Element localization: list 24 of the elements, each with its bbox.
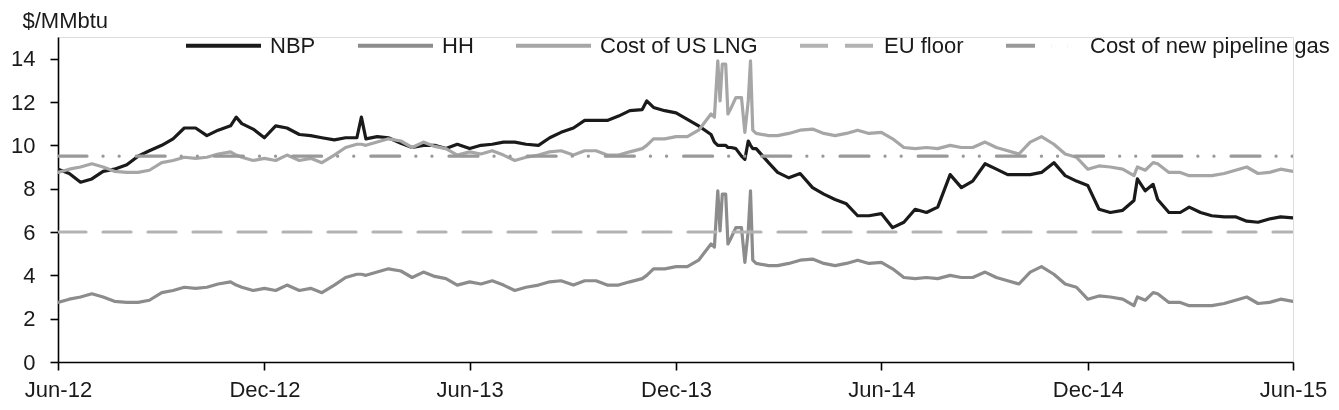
legend-label: Cost of new pipeline gas bbox=[1090, 32, 1330, 58]
y-axis-title: $/MMbtu bbox=[22, 7, 109, 33]
x-tick-label: Jun-13 bbox=[436, 376, 504, 402]
y-tick-label: 2 bbox=[23, 306, 36, 332]
legend-label: NBP bbox=[270, 32, 316, 58]
legend-label: Cost of US LNG bbox=[600, 32, 758, 58]
x-tick-label: Jun-15 bbox=[1259, 376, 1328, 402]
x-tick-label: Dec-13 bbox=[641, 376, 713, 402]
y-tick-label: 8 bbox=[23, 176, 36, 202]
y-tick-label: 0 bbox=[23, 349, 36, 375]
legend-label: EU floor bbox=[884, 32, 964, 58]
legend-label: HH bbox=[442, 32, 474, 58]
y-tick-label: 10 bbox=[11, 132, 36, 158]
x-tick-label: Dec-14 bbox=[1052, 376, 1124, 402]
line-series bbox=[58, 189, 1293, 308]
x-tick-label: Dec-12 bbox=[229, 376, 301, 402]
x-tick-label: Jun-12 bbox=[24, 376, 93, 402]
line-series bbox=[58, 59, 1293, 178]
y-tick-label: 6 bbox=[23, 219, 36, 245]
x-tick-label: Jun-14 bbox=[848, 376, 916, 402]
y-tick-label: 12 bbox=[11, 89, 36, 115]
y-tick-label: 4 bbox=[23, 262, 36, 288]
line-series bbox=[58, 99, 1293, 230]
y-tick-label: 14 bbox=[11, 46, 36, 72]
